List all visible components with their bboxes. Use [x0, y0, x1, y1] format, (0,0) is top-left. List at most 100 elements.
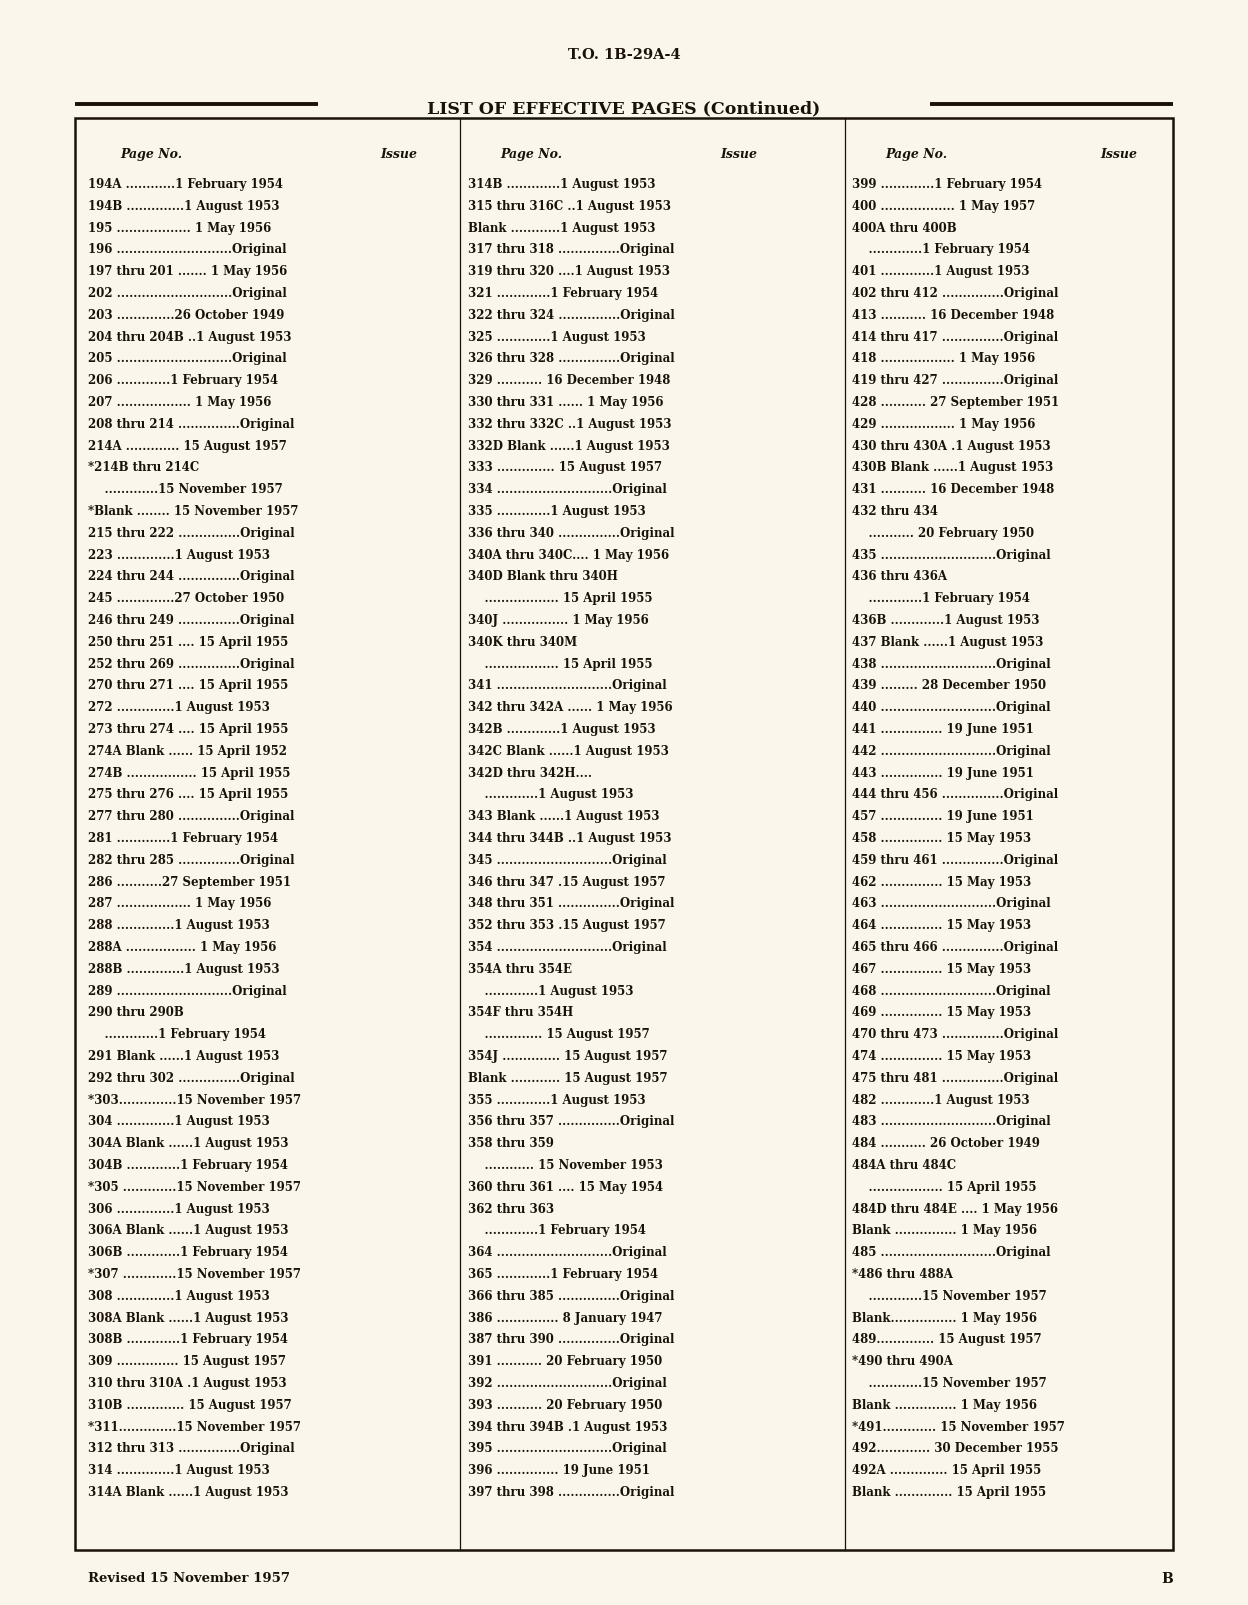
- Text: 419 thru 427 ...............Original: 419 thru 427 ...............Original: [852, 374, 1058, 387]
- Text: 332 thru 332C ..1 August 1953: 332 thru 332C ..1 August 1953: [468, 417, 671, 430]
- Text: LIST OF EFFECTIVE PAGES (Continued): LIST OF EFFECTIVE PAGES (Continued): [427, 100, 821, 117]
- Text: 223 ..............1 August 1953: 223 ..............1 August 1953: [89, 549, 270, 562]
- Text: 308A Blank ......1 August 1953: 308A Blank ......1 August 1953: [89, 1311, 288, 1324]
- Text: 194B ..............1 August 1953: 194B ..............1 August 1953: [89, 199, 280, 213]
- Text: 288 ..............1 August 1953: 288 ..............1 August 1953: [89, 920, 270, 933]
- Text: 366 thru 385 ...............Original: 366 thru 385 ...............Original: [468, 1290, 674, 1303]
- Text: 195 .................. 1 May 1956: 195 .................. 1 May 1956: [89, 221, 271, 234]
- Text: *490 thru 490A: *490 thru 490A: [852, 1355, 953, 1367]
- Text: 436 thru 436A: 436 thru 436A: [852, 570, 947, 583]
- Text: 342B .............1 August 1953: 342B .............1 August 1953: [468, 722, 655, 737]
- Text: 197 thru 201 ....... 1 May 1956: 197 thru 201 ....... 1 May 1956: [89, 265, 287, 278]
- Text: 306 ..............1 August 1953: 306 ..............1 August 1953: [89, 1202, 270, 1215]
- Text: 431 ........... 16 December 1948: 431 ........... 16 December 1948: [852, 483, 1055, 496]
- Text: 330 thru 331 ...... 1 May 1956: 330 thru 331 ...... 1 May 1956: [468, 396, 664, 409]
- Text: 464 ............... 15 May 1953: 464 ............... 15 May 1953: [852, 920, 1031, 933]
- Text: B: B: [1161, 1571, 1173, 1586]
- Text: 308B .............1 February 1954: 308B .............1 February 1954: [89, 1334, 288, 1347]
- Text: 282 thru 285 ...............Original: 282 thru 285 ...............Original: [89, 854, 295, 867]
- Text: 321 .............1 February 1954: 321 .............1 February 1954: [468, 287, 658, 300]
- Text: 393 ........... 20 February 1950: 393 ........... 20 February 1950: [468, 1400, 663, 1412]
- Text: 437 Blank ......1 August 1953: 437 Blank ......1 August 1953: [852, 636, 1043, 648]
- Text: 397 thru 398 ...............Original: 397 thru 398 ...............Original: [468, 1486, 674, 1499]
- Text: 462 ............... 15 May 1953: 462 ............... 15 May 1953: [852, 876, 1031, 889]
- Text: 204 thru 204B ..1 August 1953: 204 thru 204B ..1 August 1953: [89, 331, 292, 343]
- Text: 312 thru 313 ...............Original: 312 thru 313 ...............Original: [89, 1443, 295, 1456]
- Text: 286 ...........27 September 1951: 286 ...........27 September 1951: [89, 876, 291, 889]
- Text: 474 ............... 15 May 1953: 474 ............... 15 May 1953: [852, 1050, 1031, 1063]
- Text: 308 ..............1 August 1953: 308 ..............1 August 1953: [89, 1290, 270, 1303]
- Text: Blank ............1 August 1953: Blank ............1 August 1953: [468, 221, 655, 234]
- Text: 391 ........... 20 February 1950: 391 ........... 20 February 1950: [468, 1355, 663, 1367]
- Text: *Blank ........ 15 November 1957: *Blank ........ 15 November 1957: [89, 506, 298, 518]
- Text: Page No.: Page No.: [885, 148, 947, 160]
- Text: 392 ............................Original: 392 ............................Original: [468, 1377, 666, 1390]
- Text: 290 thru 290B: 290 thru 290B: [89, 1006, 183, 1019]
- Text: 401 .............1 August 1953: 401 .............1 August 1953: [852, 265, 1030, 278]
- Text: 402 thru 412 ...............Original: 402 thru 412 ...............Original: [852, 287, 1058, 300]
- Text: 281 .............1 February 1954: 281 .............1 February 1954: [89, 831, 278, 844]
- Text: 400A thru 400B: 400A thru 400B: [852, 221, 957, 234]
- Text: Blank................ 1 May 1956: Blank................ 1 May 1956: [852, 1311, 1037, 1324]
- Text: 395 ............................Original: 395 ............................Original: [468, 1443, 666, 1456]
- Text: 435 ............................Original: 435 ............................Original: [852, 549, 1051, 562]
- Text: 289 ............................Original: 289 ............................Original: [89, 984, 287, 998]
- Text: 459 thru 461 ...............Original: 459 thru 461 ...............Original: [852, 854, 1058, 867]
- Text: 344 thru 344B ..1 August 1953: 344 thru 344B ..1 August 1953: [468, 831, 671, 844]
- Text: *491............. 15 November 1957: *491............. 15 November 1957: [852, 1420, 1065, 1433]
- Text: 310 thru 310A .1 August 1953: 310 thru 310A .1 August 1953: [89, 1377, 287, 1390]
- Text: 304B .............1 February 1954: 304B .............1 February 1954: [89, 1159, 288, 1172]
- Text: 492A .............. 15 April 1955: 492A .............. 15 April 1955: [852, 1464, 1041, 1477]
- Text: 309 ............... 15 August 1957: 309 ............... 15 August 1957: [89, 1355, 286, 1367]
- Text: 352 thru 353 .15 August 1957: 352 thru 353 .15 August 1957: [468, 920, 665, 933]
- Bar: [75, 119, 1173, 1550]
- Text: ........... 20 February 1950: ........... 20 February 1950: [852, 526, 1035, 539]
- Text: 326 thru 328 ...............Original: 326 thru 328 ...............Original: [468, 353, 675, 366]
- Text: .............1 August 1953: .............1 August 1953: [468, 984, 634, 998]
- Text: 482 .............1 August 1953: 482 .............1 August 1953: [852, 1093, 1030, 1106]
- Text: 203 ..............26 October 1949: 203 ..............26 October 1949: [89, 308, 285, 321]
- Text: 202 ............................Original: 202 ............................Original: [89, 287, 287, 300]
- Text: .................. 15 April 1955: .................. 15 April 1955: [852, 1181, 1037, 1194]
- Text: 274B ................. 15 April 1955: 274B ................. 15 April 1955: [89, 767, 291, 780]
- Text: 438 ............................Original: 438 ............................Original: [852, 658, 1051, 671]
- Text: 314A Blank ......1 August 1953: 314A Blank ......1 August 1953: [89, 1486, 288, 1499]
- Text: 354A thru 354E: 354A thru 354E: [468, 963, 572, 976]
- Text: 346 thru 347 .15 August 1957: 346 thru 347 .15 August 1957: [468, 876, 665, 889]
- Text: 335 .............1 August 1953: 335 .............1 August 1953: [468, 506, 645, 518]
- Text: 315 thru 316C ..1 August 1953: 315 thru 316C ..1 August 1953: [468, 199, 671, 213]
- Text: 386 ............... 8 January 1947: 386 ............... 8 January 1947: [468, 1311, 663, 1324]
- Text: Revised 15 November 1957: Revised 15 November 1957: [89, 1571, 290, 1586]
- Text: 463 ............................Original: 463 ............................Original: [852, 897, 1051, 910]
- Text: *303..............15 November 1957: *303..............15 November 1957: [89, 1093, 301, 1106]
- Text: 343 Blank ......1 August 1953: 343 Blank ......1 August 1953: [468, 811, 659, 823]
- Text: 274A Blank ...... 15 April 1952: 274A Blank ...... 15 April 1952: [89, 745, 287, 758]
- Text: 314B .............1 August 1953: 314B .............1 August 1953: [468, 178, 655, 191]
- Text: *311..............15 November 1957: *311..............15 November 1957: [89, 1420, 301, 1433]
- Text: 340J ................ 1 May 1956: 340J ................ 1 May 1956: [468, 615, 649, 628]
- Text: 291 Blank ......1 August 1953: 291 Blank ......1 August 1953: [89, 1050, 280, 1063]
- Text: 304A Blank ......1 August 1953: 304A Blank ......1 August 1953: [89, 1138, 288, 1151]
- Text: 484 ........... 26 October 1949: 484 ........... 26 October 1949: [852, 1138, 1040, 1151]
- Text: 430B Blank ......1 August 1953: 430B Blank ......1 August 1953: [852, 461, 1053, 475]
- Text: 440 ............................Original: 440 ............................Original: [852, 701, 1051, 714]
- Text: 206 .............1 February 1954: 206 .............1 February 1954: [89, 374, 278, 387]
- Text: 483 ............................Original: 483 ............................Original: [852, 1115, 1051, 1128]
- Text: 245 ..............27 October 1950: 245 ..............27 October 1950: [89, 592, 285, 605]
- Text: 467 ............... 15 May 1953: 467 ............... 15 May 1953: [852, 963, 1031, 976]
- Text: 442 ............................Original: 442 ............................Original: [852, 745, 1051, 758]
- Text: .............1 February 1954: .............1 February 1954: [852, 244, 1030, 257]
- Text: 436B .............1 August 1953: 436B .............1 August 1953: [852, 615, 1040, 628]
- Text: .................. 15 April 1955: .................. 15 April 1955: [468, 592, 653, 605]
- Text: .............1 August 1953: .............1 August 1953: [468, 788, 634, 801]
- Text: 317 thru 318 ...............Original: 317 thru 318 ...............Original: [468, 244, 674, 257]
- Text: 362 thru 363: 362 thru 363: [468, 1202, 554, 1215]
- Text: Blank ............... 1 May 1956: Blank ............... 1 May 1956: [852, 1225, 1037, 1237]
- Text: 413 ........... 16 December 1948: 413 ........... 16 December 1948: [852, 308, 1055, 321]
- Text: 342 thru 342A ...... 1 May 1956: 342 thru 342A ...... 1 May 1956: [468, 701, 673, 714]
- Text: 354 ............................Original: 354 ............................Original: [468, 941, 666, 953]
- Text: 288A ................. 1 May 1956: 288A ................. 1 May 1956: [89, 941, 276, 953]
- Text: 306B .............1 February 1954: 306B .............1 February 1954: [89, 1245, 288, 1260]
- Text: 365 .............1 February 1954: 365 .............1 February 1954: [468, 1268, 658, 1281]
- Text: 444 thru 456 ...............Original: 444 thru 456 ...............Original: [852, 788, 1058, 801]
